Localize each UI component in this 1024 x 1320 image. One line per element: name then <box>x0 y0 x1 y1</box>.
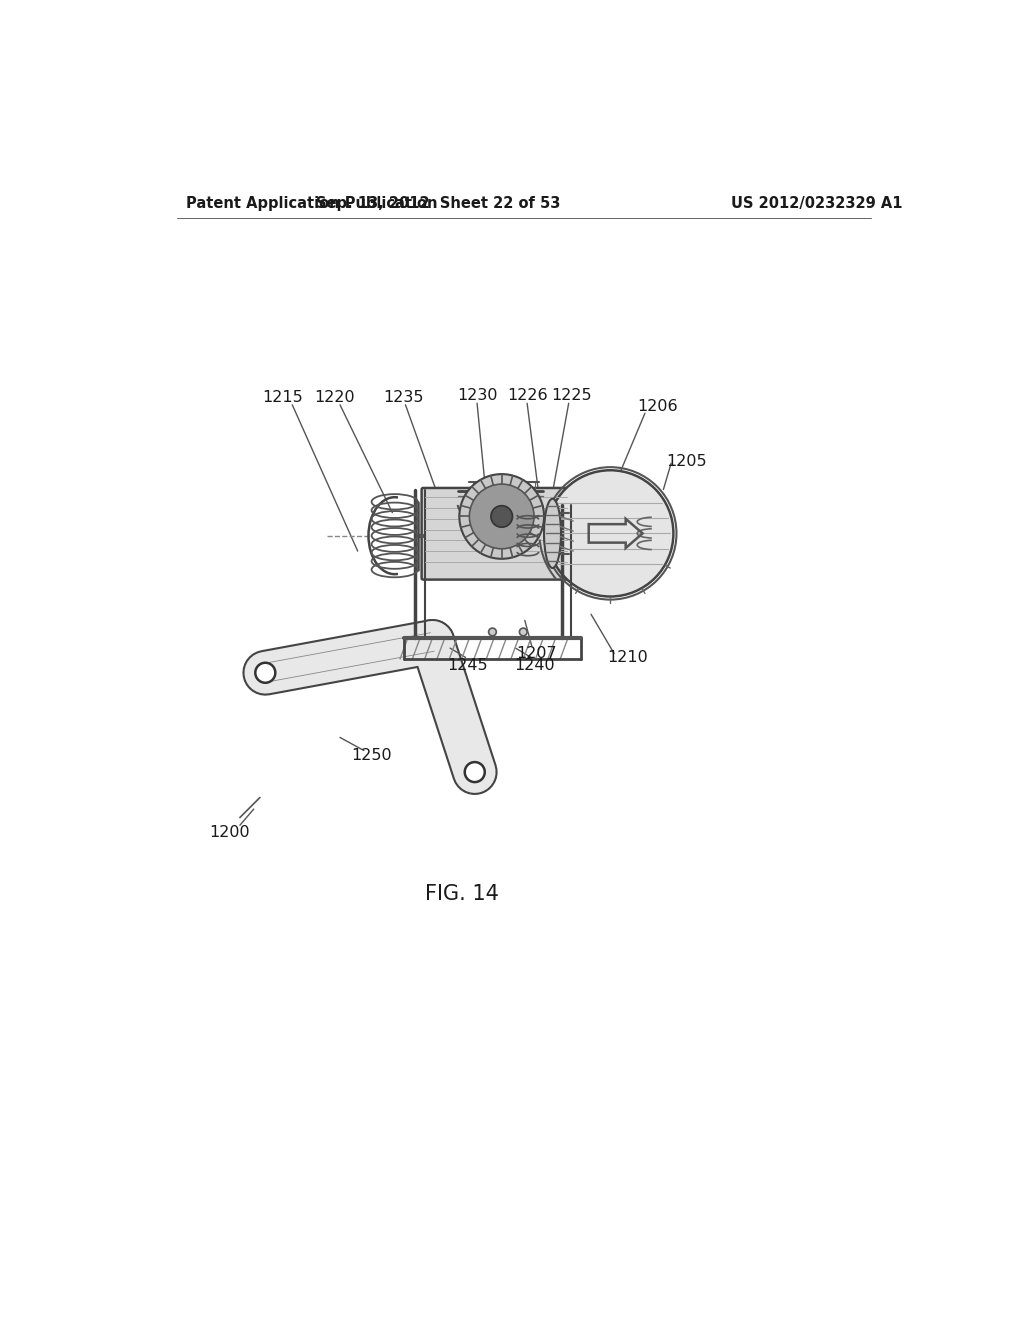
Circle shape <box>547 470 674 597</box>
Text: 1205: 1205 <box>667 454 707 469</box>
Text: 1206: 1206 <box>638 399 678 414</box>
Text: FIG. 14: FIG. 14 <box>425 884 499 904</box>
Text: 1226: 1226 <box>507 388 548 403</box>
Text: 1230: 1230 <box>457 388 498 403</box>
Text: 1215: 1215 <box>262 389 303 405</box>
Circle shape <box>519 628 527 636</box>
Circle shape <box>469 484 535 549</box>
Text: 1200: 1200 <box>209 825 250 841</box>
Text: 1240: 1240 <box>514 657 555 673</box>
FancyBboxPatch shape <box>422 488 571 579</box>
Circle shape <box>488 628 497 636</box>
Circle shape <box>255 663 275 682</box>
Circle shape <box>465 762 484 781</box>
Text: 1235: 1235 <box>384 389 424 405</box>
Text: 1220: 1220 <box>314 389 355 405</box>
Circle shape <box>460 474 544 558</box>
Text: Sep. 13, 2012  Sheet 22 of 53: Sep. 13, 2012 Sheet 22 of 53 <box>316 195 561 211</box>
Text: Patent Application Publication: Patent Application Publication <box>186 195 437 211</box>
Circle shape <box>490 506 512 527</box>
Text: 1245: 1245 <box>447 657 488 673</box>
Text: 1207: 1207 <box>516 645 557 661</box>
Text: 1250: 1250 <box>351 747 392 763</box>
Text: US 2012/0232329 A1: US 2012/0232329 A1 <box>731 195 903 211</box>
Text: 1210: 1210 <box>607 649 647 665</box>
Ellipse shape <box>544 499 561 568</box>
Text: 1225: 1225 <box>552 388 592 403</box>
